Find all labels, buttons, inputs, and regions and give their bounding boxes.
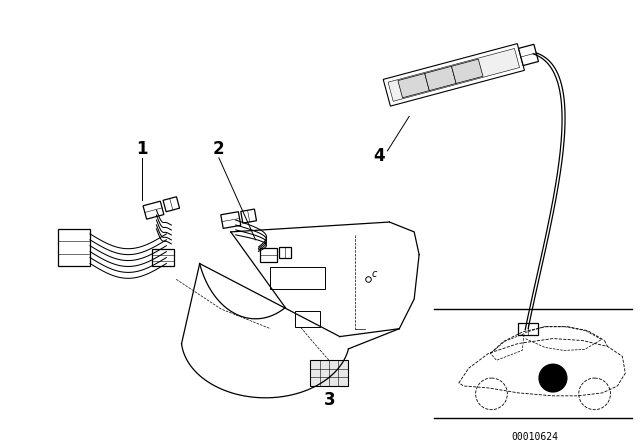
Text: c: c	[372, 269, 377, 280]
Text: 4: 4	[374, 147, 385, 165]
Polygon shape	[451, 59, 483, 83]
Bar	[241, 209, 257, 223]
Bar	[221, 212, 241, 228]
Bar	[143, 201, 164, 219]
Bar	[518, 323, 538, 335]
Bar	[163, 197, 180, 212]
Bar	[518, 44, 538, 65]
Text: 3: 3	[324, 391, 336, 409]
Bar	[295, 311, 320, 327]
Polygon shape	[383, 43, 524, 106]
Polygon shape	[425, 66, 456, 90]
Bar	[152, 249, 174, 267]
Bar	[260, 248, 277, 262]
Bar	[271, 267, 325, 289]
Polygon shape	[388, 48, 520, 101]
Text: 00010624: 00010624	[511, 432, 559, 442]
Text: 1: 1	[136, 140, 147, 158]
Polygon shape	[398, 73, 429, 98]
Circle shape	[539, 364, 567, 392]
Text: 2: 2	[213, 140, 225, 158]
Bar	[310, 360, 348, 386]
Bar	[279, 247, 291, 258]
Bar	[58, 229, 90, 267]
